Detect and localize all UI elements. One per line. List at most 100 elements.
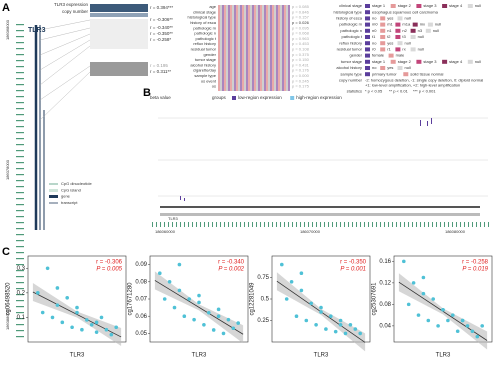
point	[431, 297, 436, 301]
legend-swatch	[397, 16, 403, 21]
legend-swatch	[365, 16, 370, 21]
p-value: p = 0.431	[292, 62, 310, 67]
plot-frame	[27, 255, 127, 343]
y-label: cg06498520	[6, 282, 12, 316]
legend-swatch	[427, 22, 433, 27]
p-value: p = 0.375	[292, 52, 310, 57]
y-tick-label: 0.2	[17, 290, 26, 296]
y-label: cg17671280	[128, 282, 134, 316]
copy-number-label: copy number	[62, 9, 89, 14]
statistics-note: ** p < 0.01	[389, 88, 409, 93]
p-value: p = 0.157	[292, 15, 310, 20]
panel-label: B	[143, 87, 151, 99]
point	[99, 315, 104, 320]
point	[309, 301, 314, 306]
statistics-note: *** p < 0.001	[413, 88, 436, 93]
methylation-block	[90, 62, 148, 76]
correlation: r = -0.350**	[150, 31, 173, 36]
legend-item: t3	[402, 34, 406, 39]
legend-swatch	[380, 66, 386, 70]
point	[85, 318, 89, 322]
legend-item: male	[396, 53, 405, 58]
point	[94, 330, 99, 334]
legend-swatch	[380, 41, 386, 46]
legend-item: n2	[402, 28, 407, 33]
point	[45, 266, 50, 271]
legend-item: r0	[372, 46, 376, 51]
point	[89, 323, 94, 327]
point	[289, 280, 294, 284]
genome-tick: 186068000	[5, 19, 10, 40]
point	[348, 323, 353, 327]
x-tick-label: 186080000	[445, 229, 466, 234]
y-tick-label: 0.16	[379, 259, 391, 265]
legend-item: m1	[387, 22, 393, 27]
point	[236, 321, 240, 325]
point	[324, 327, 328, 331]
cpg-legend-item: CpG dinucleotide	[61, 181, 92, 186]
legend-item: stage 1	[372, 59, 386, 64]
point	[75, 305, 79, 310]
track-label: clinical stage	[193, 9, 217, 14]
legend-swatch	[395, 28, 401, 33]
legend-swatch	[467, 59, 473, 64]
legend-swatch	[365, 28, 370, 33]
legend-title: statistics	[347, 88, 362, 93]
point	[177, 262, 182, 267]
point	[451, 313, 455, 317]
legend-item: stage 4	[449, 59, 463, 64]
p-value: p = 0.963	[292, 36, 310, 41]
point	[80, 327, 84, 332]
legend-item: no	[372, 65, 377, 70]
y-tick-label: 0.3	[17, 266, 26, 272]
legend-swatch	[467, 4, 473, 8]
legend-swatch	[395, 47, 401, 52]
legend-item: yes	[387, 40, 393, 45]
y-tick-label: 0.09	[135, 262, 147, 268]
y-tick-label: 0.05	[135, 331, 147, 337]
legend-swatch	[365, 59, 370, 64]
legend-title: pathologic t	[342, 34, 363, 39]
legend-item: m1a	[402, 22, 411, 27]
panel-label: C	[2, 246, 10, 258]
legend-swatch	[365, 72, 370, 77]
legend-swatch	[380, 22, 386, 27]
legend-title: residual tumor	[337, 46, 363, 51]
point	[231, 326, 236, 331]
legend-item: null	[435, 22, 441, 27]
legend-item: null	[418, 46, 424, 51]
group-swatch	[290, 96, 295, 100]
track-label: sample type	[194, 73, 216, 78]
point	[60, 320, 65, 325]
point	[197, 293, 201, 298]
legend-swatch	[442, 59, 448, 64]
track-label: alcohol history	[190, 62, 216, 67]
legend-swatch	[390, 59, 396, 64]
legend-item: null	[475, 3, 481, 8]
point	[55, 286, 60, 290]
expression-label: TLR3 expression	[54, 2, 89, 7]
p-value: p = 0.026	[292, 20, 310, 25]
legend-item: rx	[402, 46, 405, 51]
p-value: p = 0.068	[292, 31, 310, 36]
point	[319, 310, 323, 314]
legend-item: null	[418, 34, 424, 39]
legend-item: null	[475, 59, 481, 64]
legend-title: reflux history	[339, 40, 362, 45]
legend-swatch	[365, 53, 370, 58]
legend-item: mx	[420, 22, 425, 27]
annotation-heatmap	[218, 5, 290, 91]
y-tick-label: 0.06	[135, 314, 147, 320]
point	[177, 288, 182, 293]
point	[358, 331, 363, 336]
statistics-note: * p < 0.05	[365, 88, 383, 93]
r-annotation: r = -0.306	[96, 260, 123, 266]
p-annotation: P = 0.002	[218, 267, 244, 273]
legend-item: null	[433, 28, 439, 33]
legend-swatch	[412, 22, 418, 27]
legend-swatch	[365, 22, 370, 27]
point	[172, 305, 177, 310]
point	[104, 327, 109, 332]
legend-swatch	[390, 4, 396, 8]
correlation: r = 0.311**	[150, 69, 171, 74]
